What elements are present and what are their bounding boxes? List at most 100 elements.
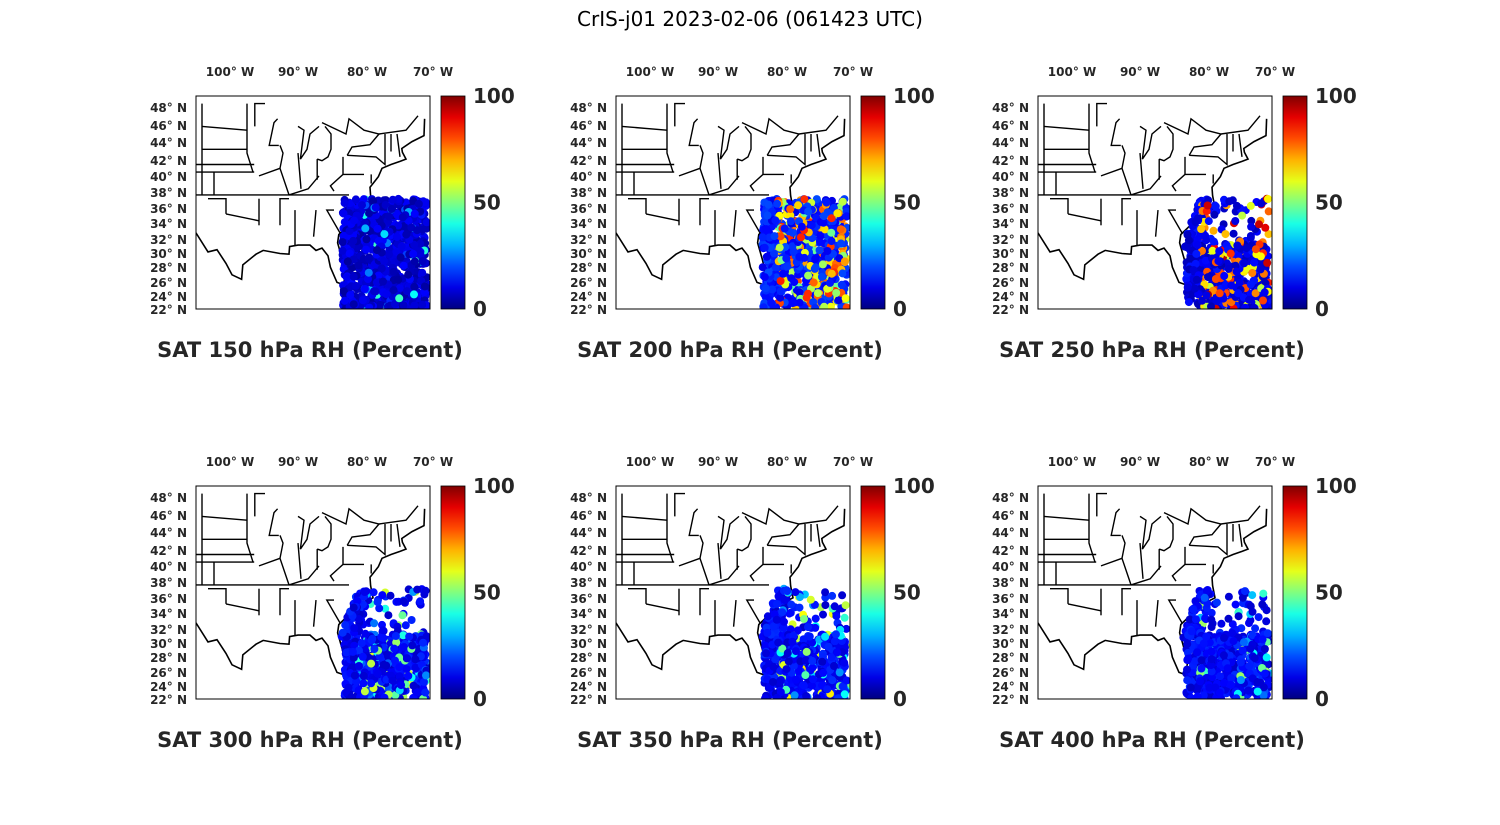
rh-point — [800, 615, 808, 623]
rh-point — [783, 649, 792, 658]
rh-point — [410, 257, 419, 266]
rh-point — [389, 267, 398, 276]
rh-point — [371, 287, 380, 296]
rh-point — [420, 677, 428, 686]
rh-point — [411, 663, 420, 672]
rh-point — [422, 218, 430, 227]
rh-point — [388, 195, 397, 204]
lat-tick-label: 48° N — [150, 491, 187, 505]
rh-point — [348, 647, 357, 656]
rh-observations — [758, 195, 850, 309]
state-boundary — [749, 546, 764, 582]
rh-point — [365, 303, 374, 309]
map-layers — [196, 102, 430, 309]
rh-point — [1253, 678, 1262, 687]
state-boundary — [1043, 515, 1090, 521]
rh-point — [1240, 259, 1249, 268]
rh-point — [1238, 593, 1247, 602]
lat-tick-label: 38° N — [570, 186, 607, 200]
state-boundary — [816, 133, 821, 157]
rh-point — [811, 614, 820, 623]
rh-point — [379, 626, 387, 635]
rh-point — [340, 218, 349, 227]
state-boundary — [1139, 153, 1144, 189]
rh-point — [795, 298, 804, 307]
rh-point — [773, 199, 782, 208]
rh-point — [830, 637, 839, 646]
rh-point — [1263, 629, 1272, 638]
map-layers — [1038, 492, 1272, 699]
lon-tick-label: 90° W — [1120, 455, 1160, 469]
rh-point — [386, 591, 395, 600]
lat-tick-label: 48° N — [150, 101, 187, 115]
state-boundary — [1100, 167, 1123, 177]
rh-point — [1201, 256, 1210, 265]
lat-tick-label: 46° N — [992, 509, 1029, 523]
rh-point — [1255, 220, 1263, 229]
rh-point — [1199, 691, 1208, 699]
lat-tick-label: 28° N — [992, 651, 1029, 665]
rh-point — [1195, 232, 1204, 241]
rh-point — [763, 211, 772, 220]
colorbar — [860, 485, 886, 700]
rh-point — [1202, 236, 1211, 245]
rh-point — [820, 302, 829, 309]
state-boundary — [732, 600, 737, 627]
rh-point — [373, 224, 382, 233]
lat-tick-label: 22° N — [150, 693, 187, 707]
lat-tick-label: 44° N — [150, 526, 187, 540]
rh-point — [763, 628, 772, 637]
lon-tick-label: 100° W — [1048, 65, 1096, 79]
rh-point — [358, 296, 367, 305]
rh-point — [1197, 225, 1206, 233]
map-panel-250hpa: 100° W 90° W 80° W 70° W 48° N 46° N 44° N 42° … — [982, 58, 1402, 368]
rh-point — [1224, 264, 1233, 273]
lat-tick-label: 30° N — [150, 637, 187, 651]
rh-point — [422, 198, 430, 207]
state-boundary — [678, 167, 701, 177]
rh-point — [767, 298, 776, 307]
state-boundary — [316, 125, 332, 162]
rh-point — [421, 586, 430, 595]
lat-tick-label: 22° N — [570, 303, 607, 317]
lat-tick-label: 36° N — [150, 202, 187, 216]
panel-title: SAT 250 hPa RH (Percent) — [999, 338, 1305, 362]
state-boundary — [201, 125, 248, 131]
rh-point — [1187, 627, 1196, 636]
lat-tick-label: 26° N — [992, 276, 1029, 290]
rh-point — [833, 209, 842, 218]
rh-point — [389, 286, 398, 295]
rh-point — [422, 671, 430, 680]
rh-point — [758, 263, 767, 272]
rh-point — [764, 200, 773, 209]
lat-tick-label: 38° N — [150, 186, 187, 200]
rh-point — [388, 676, 397, 685]
rh-point — [375, 604, 384, 613]
rh-point — [823, 247, 832, 255]
rh-point — [1232, 201, 1241, 210]
rh-point — [1216, 672, 1225, 681]
rh-point — [838, 591, 847, 600]
rh-point — [409, 681, 418, 690]
rh-point — [1220, 271, 1229, 280]
rh-point — [817, 272, 826, 281]
rh-point — [827, 269, 836, 278]
colorbar-tick-label: 100 — [893, 474, 935, 498]
rh-point — [808, 681, 816, 690]
rh-point — [381, 604, 390, 613]
rh-point — [768, 285, 777, 294]
colorbar-tick-label: 100 — [1315, 84, 1357, 108]
rh-point — [790, 691, 799, 699]
rh-point — [802, 692, 811, 699]
rh-point — [761, 694, 770, 699]
lat-tick-label: 24° N — [150, 290, 187, 304]
rh-point — [1193, 648, 1202, 657]
lat-tick-label: 44° N — [992, 526, 1029, 540]
rh-point — [1207, 667, 1216, 676]
rh-point — [815, 246, 824, 255]
rh-point — [1247, 222, 1256, 231]
rh-point — [380, 693, 389, 699]
rh-point — [1259, 589, 1268, 598]
rh-point — [420, 282, 429, 291]
state-boundary — [1096, 102, 1107, 127]
